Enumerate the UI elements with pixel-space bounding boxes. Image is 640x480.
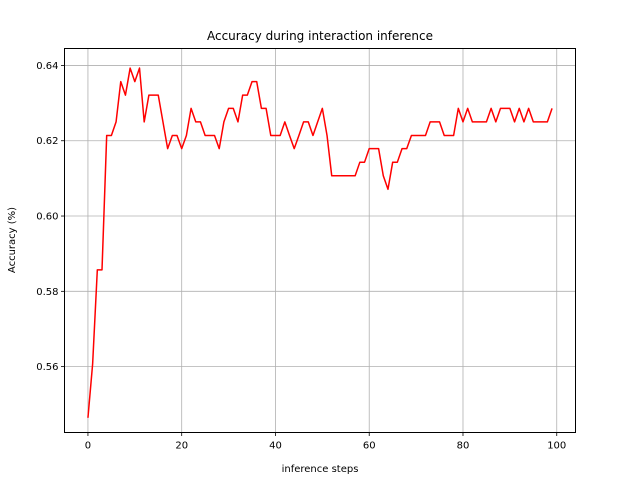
- x-tick-label: 20: [175, 441, 188, 452]
- plot-frame: [64, 48, 576, 433]
- x-tick-label: 100: [547, 441, 566, 452]
- series-line: [87, 67, 553, 418]
- x-tick-label: 40: [269, 441, 282, 452]
- chart-title: Accuracy during interaction inference: [207, 29, 433, 43]
- x-tick-label: 80: [457, 441, 470, 452]
- y-tick-label: 0.56: [36, 362, 58, 373]
- y-axis-label: Accuracy (%): [7, 207, 18, 273]
- x-axis: 0 20 40 60 80 100: [85, 432, 566, 452]
- y-tick-label: 0.58: [36, 287, 58, 298]
- grid-lines: [64, 48, 576, 433]
- y-tick-label: 0.60: [36, 212, 58, 223]
- x-tick-label: 0: [85, 441, 91, 452]
- x-tick-label: 60: [363, 441, 376, 452]
- x-axis-label: inference steps: [282, 464, 359, 475]
- y-tick-label: 0.64: [36, 61, 58, 72]
- y-tick-label: 0.62: [36, 136, 58, 147]
- y-axis: 0.56 0.58 0.60 0.62 0.64: [36, 61, 65, 373]
- series-layer: [87, 67, 553, 418]
